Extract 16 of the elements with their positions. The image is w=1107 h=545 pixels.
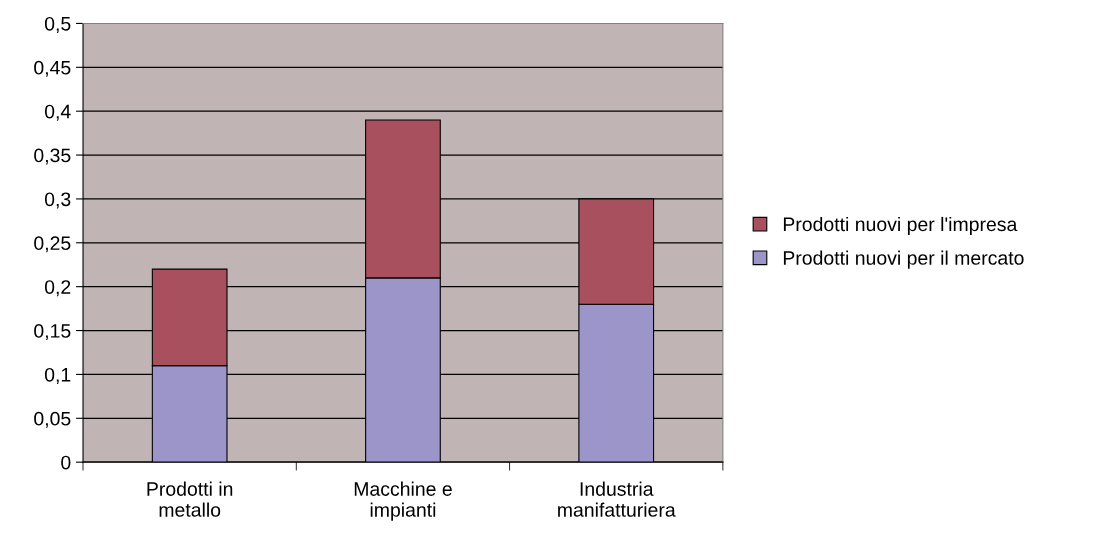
- y-tick-label: 0,35: [34, 148, 71, 165]
- legend-label: Prodotti nuovi per l'impresa: [783, 216, 1018, 236]
- y-tick-label: 0,05: [34, 411, 71, 428]
- y-tick-label: 0,2: [44, 280, 71, 297]
- y-tick-label: 0,45: [34, 60, 71, 77]
- y-tick-label: 0,4: [44, 104, 71, 121]
- y-tick-label: 0,5: [44, 16, 71, 33]
- y-tick-label: 0,1: [44, 367, 71, 384]
- y-tick-label: 0: [61, 455, 71, 470]
- y-tick-label: 0,15: [34, 324, 71, 341]
- x-tick-label: Macchine e impianti: [354, 481, 452, 521]
- y-tick-label: 0,25: [34, 236, 71, 253]
- y-tick-label: 0,3: [44, 192, 71, 209]
- legend-label: Prodotti nuovi per il mercato: [783, 250, 1024, 269]
- x-tick-label: Prodotti in metallo: [147, 481, 233, 517]
- x-tick-label: Industria manifatturiera: [558, 481, 676, 517]
